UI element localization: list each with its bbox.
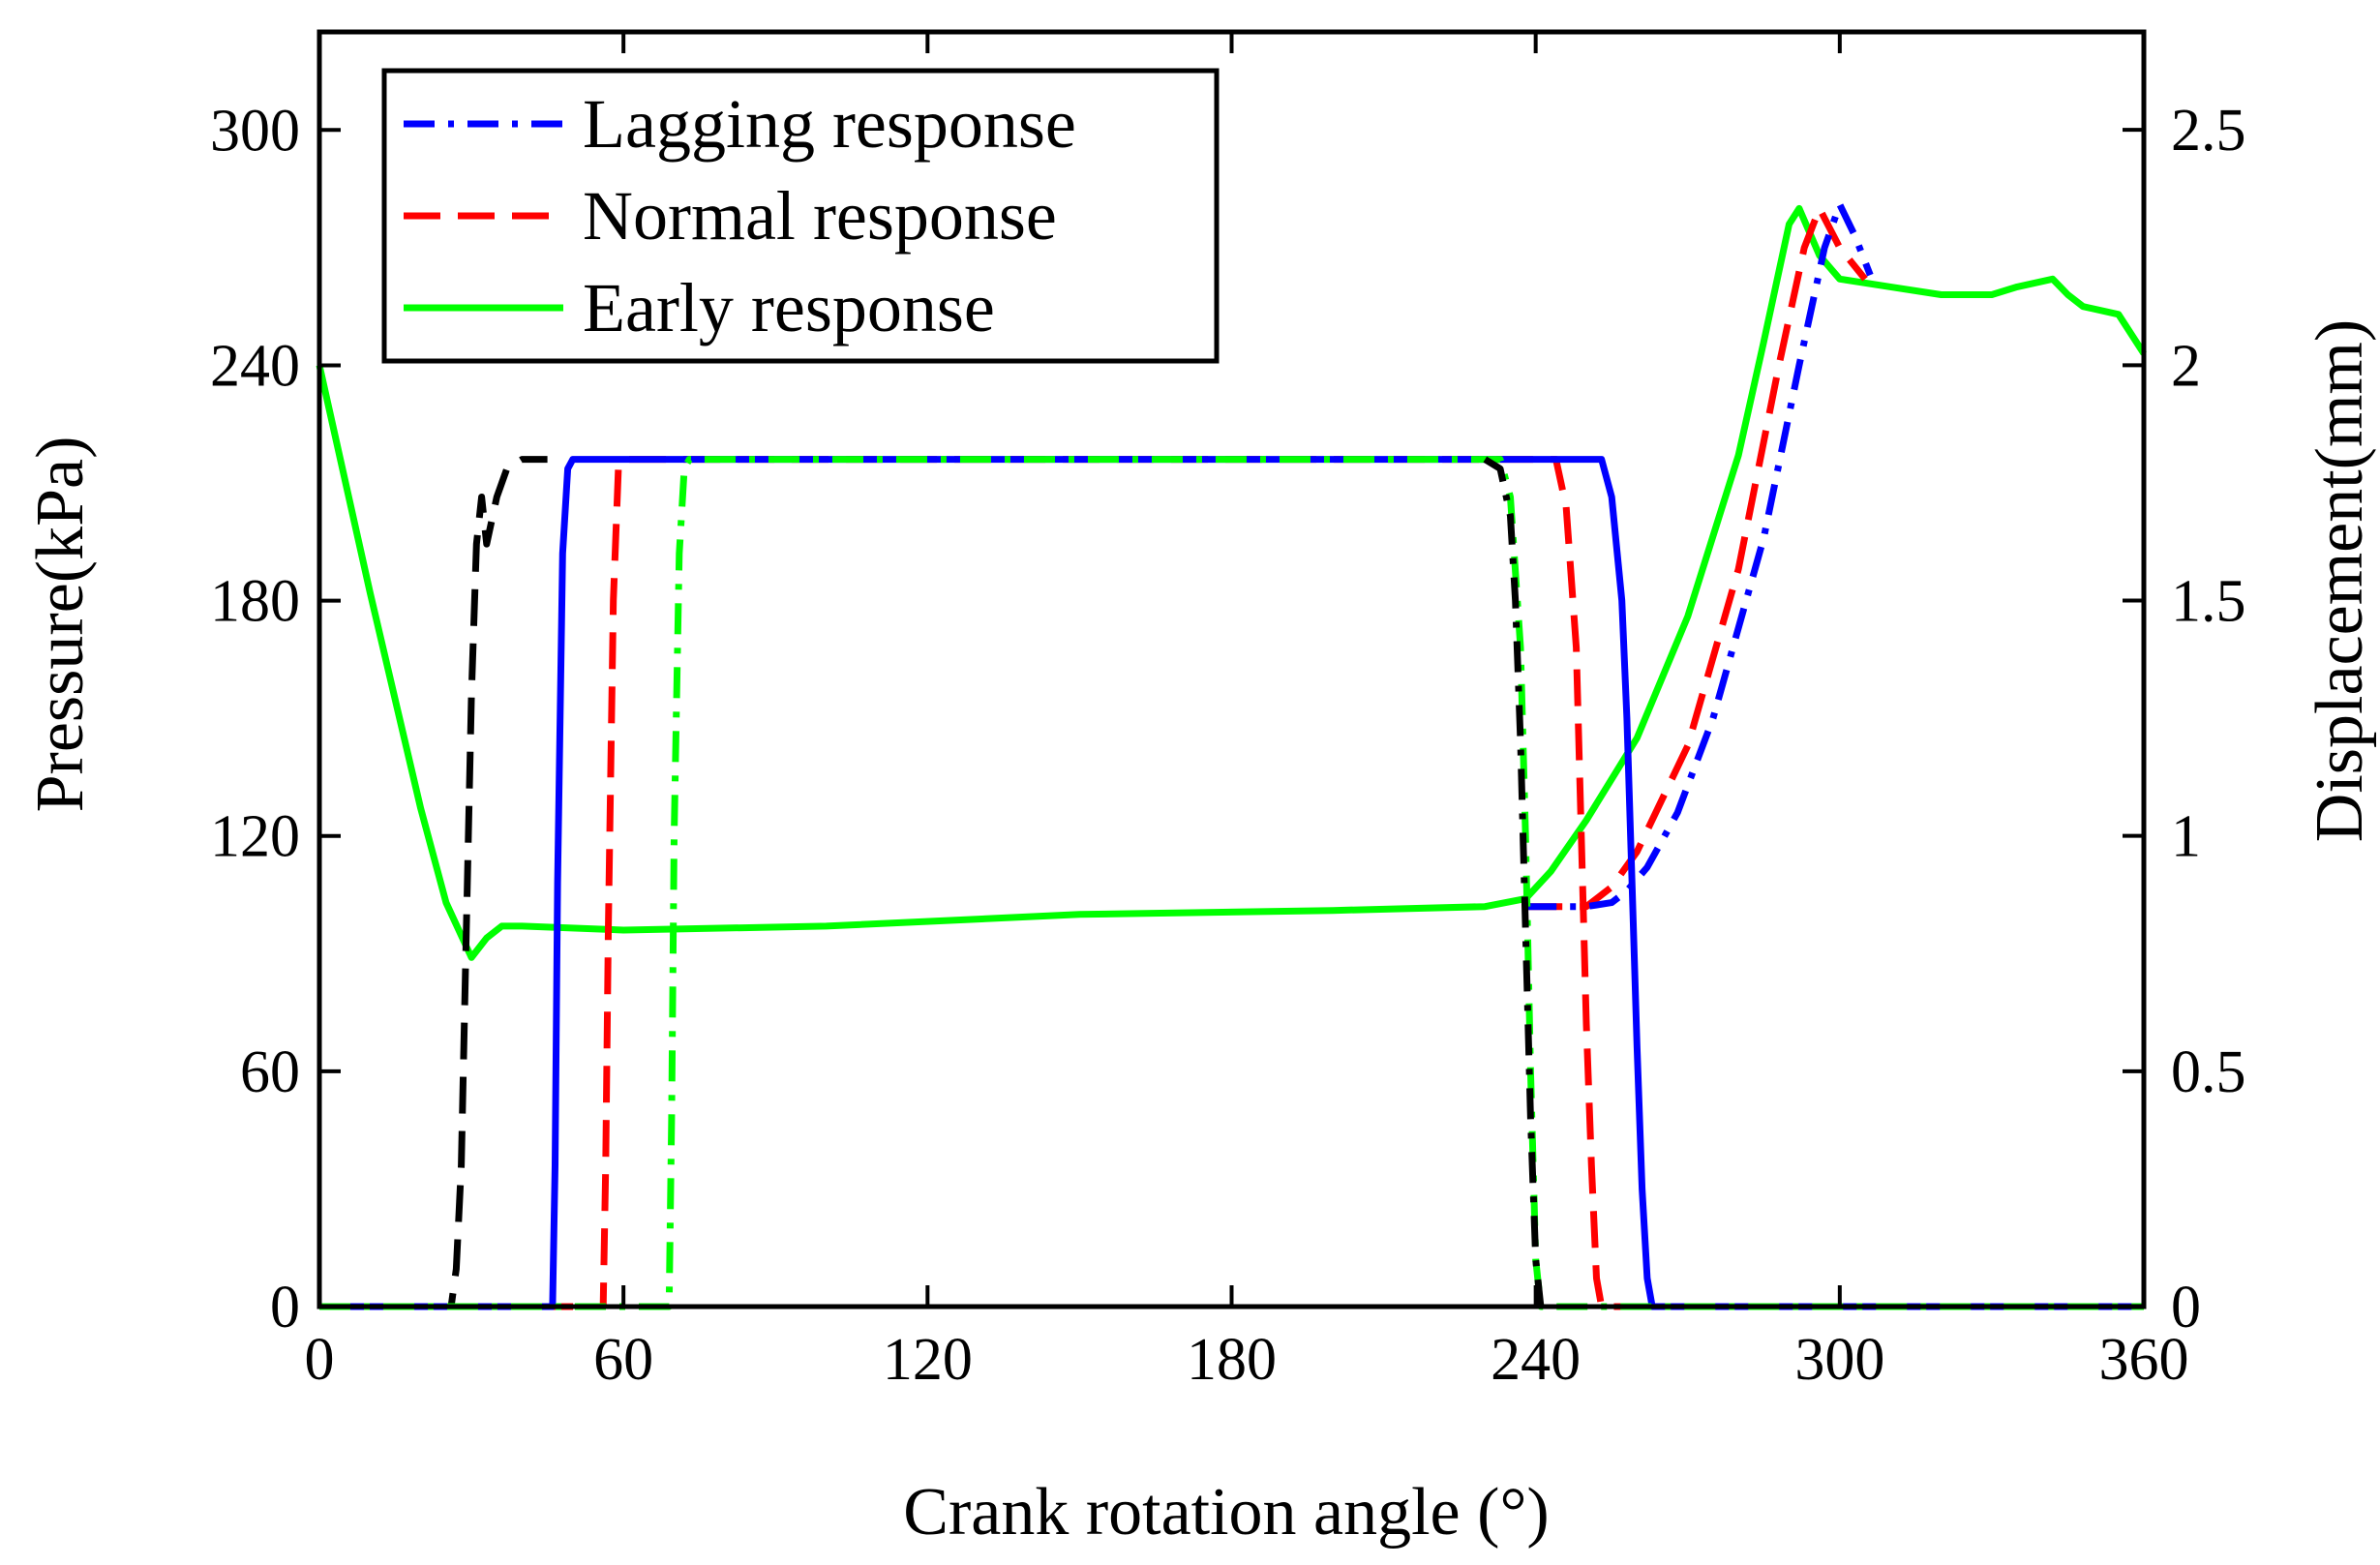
x-tick-label: 180 [1187, 1327, 1277, 1393]
legend-label: Normal response [583, 177, 1057, 255]
y-left-tick-label: 60 [240, 1039, 300, 1105]
y-right-tick-label: 0.5 [2171, 1039, 2246, 1105]
plot-area [316, 200, 2147, 1310]
series-line-1 [316, 364, 1526, 961]
tick-marks [317, 32, 2146, 1309]
legend: Lagging response Normal response Early res… [381, 68, 1220, 364]
y-right-tick-label: 2 [2171, 333, 2201, 399]
legend-label: Lagging response [583, 85, 1076, 163]
x-tick-label: 0 [305, 1327, 335, 1393]
x-tick-label: 120 [883, 1327, 973, 1393]
x-tick-label: 240 [1491, 1327, 1581, 1393]
series-line-4 [1525, 200, 1874, 911]
y-axis-left-title: Pressure(kPa) [23, 436, 98, 813]
y-left-tick-label: 0 [270, 1275, 300, 1340]
x-tick-label: 300 [1794, 1327, 1884, 1393]
x-axis-title: Crank rotation angle (°) [903, 1475, 1550, 1550]
y-right-tick-label: 2.5 [2171, 98, 2246, 164]
y-left-tick-label: 180 [210, 569, 300, 635]
legend-label: Early response [583, 269, 995, 346]
series-line-2 [1522, 204, 2147, 901]
series-line-6 [319, 456, 2144, 1310]
x-tick-label: 60 [593, 1327, 653, 1393]
y-left-tick-label: 300 [210, 98, 300, 164]
series-line-3 [1525, 204, 1868, 911]
x-tick-label: 360 [2099, 1327, 2189, 1393]
y-left-tick-label: 240 [210, 333, 300, 399]
tick-labels: 0 60 120 180 240 300 36006012018024030000.511.… [210, 98, 2246, 1393]
y-right-tick-label: 1 [2171, 804, 2201, 870]
series-line-7 [319, 456, 2144, 1310]
y-right-tick-label: 1.5 [2171, 568, 2246, 634]
series-line-8 [319, 456, 2144, 1310]
y-axis-right-title: Displacement(mm) [2303, 319, 2377, 842]
series-line-5 [319, 456, 548, 1310]
y-right-tick-label: 0 [2171, 1275, 2201, 1340]
series-line-9 [1483, 456, 1545, 1308]
y-left-tick-label: 120 [210, 804, 300, 870]
